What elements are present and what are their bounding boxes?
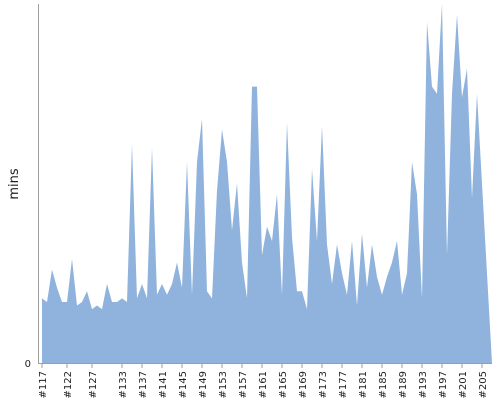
y-axis-title: mins	[7, 168, 22, 200]
x-tick-label: #189	[398, 371, 409, 398]
x-tick-label: #117	[38, 371, 49, 398]
x-tick-label: #133	[118, 371, 129, 398]
x-tick-label: #197	[438, 371, 449, 398]
x-tick-label: #201	[458, 371, 469, 398]
x-tick-label: #205	[478, 371, 489, 398]
x-tick-label: #193	[418, 371, 429, 398]
x-tick-label: #137	[138, 371, 149, 398]
x-tick-layer: #117 #122 #127 #133 #137 #141 #145 #149 #153 #157…	[38, 364, 489, 398]
x-tick-label: #153	[218, 371, 229, 398]
x-tick-label: #157	[238, 371, 249, 398]
y-tick-label: 0	[25, 359, 31, 370]
y-tick-layer: 0	[25, 359, 31, 370]
x-tick-label: #145	[178, 371, 189, 398]
series-area-layer	[42, 4, 492, 363]
x-tick-label: #165	[278, 371, 289, 398]
series-area	[42, 4, 492, 363]
x-tick-label: #141	[158, 371, 169, 398]
x-tick-label: #149	[198, 371, 209, 398]
x-tick-label: #122	[63, 371, 74, 398]
x-tick-label: #173	[318, 371, 329, 398]
x-tick-label: #181	[358, 371, 369, 398]
x-tick-label: #161	[258, 371, 269, 398]
x-tick-label: #177	[338, 371, 349, 398]
x-tick-label: #127	[88, 371, 99, 398]
x-tick-label: #185	[378, 371, 389, 398]
x-tick-label: #169	[298, 371, 309, 398]
